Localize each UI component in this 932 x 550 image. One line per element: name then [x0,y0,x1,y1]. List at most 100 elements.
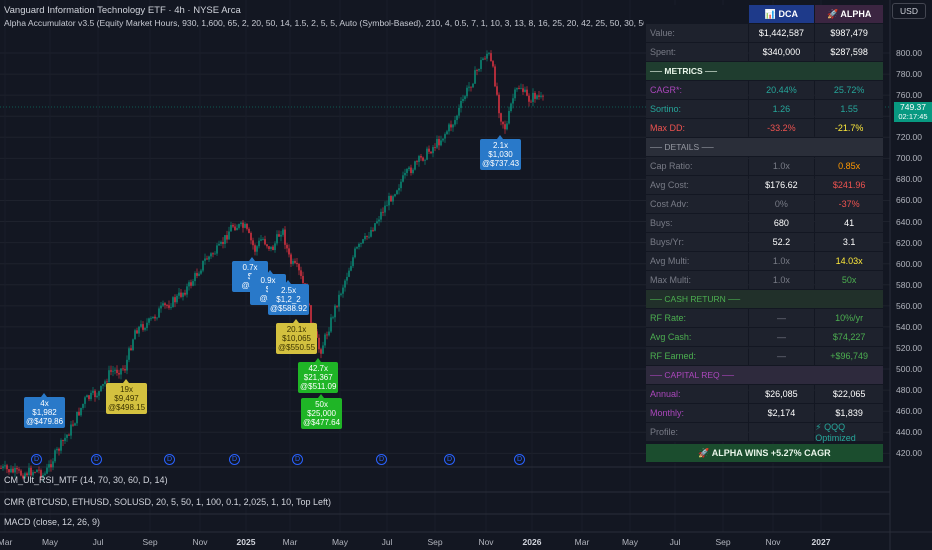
buy-label-pointer [497,135,503,139]
alpha-value: $74,227 [815,328,883,346]
table-row: Max Multi: 1.0x 50x [646,271,883,290]
candle-body [436,138,438,148]
last-price-tag: 749.37 02:17:45 [894,102,932,122]
alpha-value: $287,598 [815,43,883,61]
dividend-marker[interactable]: D [376,454,387,465]
candle-body [410,167,412,174]
candle-body [538,95,540,97]
dividend-marker[interactable]: D [229,454,240,465]
candle-body [168,305,170,308]
indicator-cmr-label[interactable]: CMR (BTCUSD, ETHUSD, SOLUSD, 20, 5, 50, … [4,497,331,507]
row-label: Cost Adv: [646,195,748,213]
dca-value: — [748,328,815,346]
candle-body [346,276,348,281]
buy-label-line: $10,065 [282,334,311,343]
candle-body [462,99,464,101]
candle-body [162,303,164,306]
row-label: Avg Cost: [646,176,748,194]
buy-signal-label[interactable]: 42.7x $21,367 @$511.09 [298,362,339,393]
candle-body [44,473,46,475]
candle-body [150,318,152,320]
buy-signal-label[interactable]: 20.1x $10,065 @$550.55 [276,323,318,354]
candle-body [42,474,44,478]
candle-body [500,113,502,122]
buy-label-line: $1,030 [488,150,513,159]
currency-button[interactable]: USD [892,3,926,19]
buy-signal-label[interactable]: 50x $25,000 @$477.64 [301,398,343,429]
price-tick-label: 720.00 [896,132,922,143]
candle-body [116,369,118,374]
indicator-rsi-label[interactable]: CM_Ult_RSI_MTF (14, 70, 30, 60, D, 14) [4,475,168,485]
chart-title: Vanguard Information Technology ETF · 4h… [4,5,241,16]
buy-signal-label[interactable]: 19x $9,497 @$498.15 [106,383,148,414]
candle-body [378,219,380,222]
candle-body [512,98,514,104]
buy-label-line: $25,000 [307,409,336,418]
section-title: ── DETAILS ── [646,138,883,156]
candle-body [282,229,284,235]
candle-body [486,53,488,59]
candle-body [182,292,184,297]
buy-signal-label[interactable]: 2.1x $1,030 @$737.43 [480,139,522,170]
candle-body [234,226,236,231]
candle-body [254,245,256,252]
candle-body [216,245,218,254]
candle-body [380,211,382,220]
candle-body [514,89,516,99]
candle-body [386,205,388,207]
dividend-marker[interactable]: D [91,454,102,465]
price-tick-label: 480.00 [896,385,922,396]
candle-body [504,124,506,130]
candle-body [382,211,384,213]
price-tick-label: 680.00 [896,174,922,185]
candle-body [52,461,54,468]
candle-body [252,240,254,246]
alpha-value: 50x [815,271,883,289]
candle-body [140,324,142,327]
price-tick-label: 500.00 [896,364,922,375]
price-tick-label: 440.00 [896,427,922,438]
candle-body [292,260,294,264]
candle-body [24,473,26,479]
candle-body [438,138,440,146]
dca-value: — [748,309,815,327]
candle-body [80,407,82,416]
buy-signal-label[interactable]: 2.5x $1,2_2 @$588.92 [268,284,310,315]
row-label: Cap Ratio: [646,157,748,175]
candle-body [390,195,392,202]
indicator-macd-label[interactable]: MACD (close, 12, 26, 9) [4,517,101,527]
candle-body [64,437,66,442]
buy-label-pointer [267,270,273,274]
alpha-value: -37% [815,195,883,213]
buy-signal-label[interactable]: 4x $1,982 @$479.86 [24,397,66,428]
candle-body [156,317,158,319]
dividend-marker[interactable]: D [292,454,303,465]
dividend-marker[interactable]: D [164,454,175,465]
candle-body [102,384,104,386]
winner-text: 🚀 ALPHA WINS +5.27% CAGR [646,444,883,462]
time-tick-label: Sep [427,537,443,547]
candle-body [30,467,32,476]
indicator-params[interactable]: Alpha Accumulator v3.5 (Equity Market Ho… [4,18,644,28]
dividend-marker[interactable]: D [31,454,42,465]
candle-body [104,381,106,385]
candle-body [472,83,474,88]
candle-body [510,103,512,112]
dividend-marker[interactable]: D [444,454,455,465]
candle-body [46,467,48,474]
details-section: ── DETAILS ── [646,138,883,157]
table-row: Sortino: 1.26 1.55 [646,100,883,119]
dca-value: 680 [748,214,815,232]
candle-body [290,254,292,264]
time-tick-label: Nov [765,537,781,547]
alpha-value: $241.96 [815,176,883,194]
buy-label-line: @$511.09 [300,382,337,391]
candle-body [20,470,22,476]
candle-body [148,318,150,323]
price-tick-label: 620.00 [896,237,922,248]
candle-body [144,327,146,330]
buy-label-line: 2.5x [280,286,297,295]
candle-body [440,140,442,146]
dividend-marker[interactable]: D [514,454,525,465]
candle-body [174,297,176,303]
